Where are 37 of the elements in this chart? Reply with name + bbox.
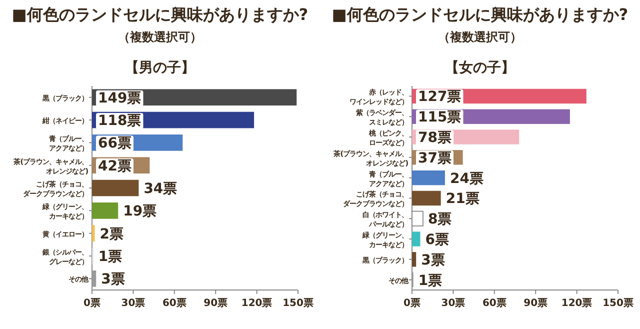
- chart-subtitle: （複数選択可）: [438, 30, 522, 44]
- data-label: 37票: [418, 150, 452, 166]
- data-label: 2票: [100, 226, 124, 242]
- data-label: 1票: [418, 272, 442, 289]
- x-tick-label: 150票: [602, 298, 634, 309]
- x-tick-label: 30票: [441, 298, 466, 309]
- data-label: 1票: [98, 249, 122, 265]
- data-label: 19票: [123, 204, 157, 220]
- x-tick-label: 150票: [282, 298, 314, 309]
- x-tick-label: 120票: [561, 298, 592, 309]
- data-label: 24票: [450, 170, 484, 187]
- x-tick-label: 60票: [482, 298, 506, 309]
- x-tick-label: 90票: [204, 298, 228, 309]
- x-tick-label: 120票: [241, 298, 272, 309]
- data-label: 66票: [98, 136, 132, 152]
- data-label: 115票: [418, 110, 462, 126]
- x-tick-label: 0票: [404, 298, 420, 309]
- data-label: 149票: [98, 90, 142, 106]
- x-tick-label: 30票: [121, 298, 146, 309]
- data-label: 8票: [428, 212, 452, 228]
- x-tick-label: 60票: [162, 298, 186, 309]
- data-label: 3票: [421, 252, 445, 268]
- chart-title: ■何色のランドセルに興味がありますか?: [332, 5, 628, 24]
- x-tick-label: 90票: [524, 298, 548, 309]
- chart-title: ■何色のランドセルに興味がありますか?: [12, 5, 308, 24]
- text: 【女の子】: [445, 60, 515, 76]
- data-label: 6票: [425, 232, 449, 248]
- data-label: 118票: [98, 113, 142, 129]
- data-label: 42票: [98, 158, 132, 174]
- x-tick-label: 0票: [84, 298, 100, 309]
- data-label: 3票: [101, 272, 125, 288]
- data-label: 78票: [418, 130, 452, 146]
- data-label: 34票: [144, 181, 178, 197]
- chart-subtitle: （複数選択可）: [118, 30, 202, 44]
- data-label: 21票: [446, 191, 480, 208]
- data-label: 127票: [418, 89, 462, 106]
- text: 【男の子】: [125, 60, 195, 76]
